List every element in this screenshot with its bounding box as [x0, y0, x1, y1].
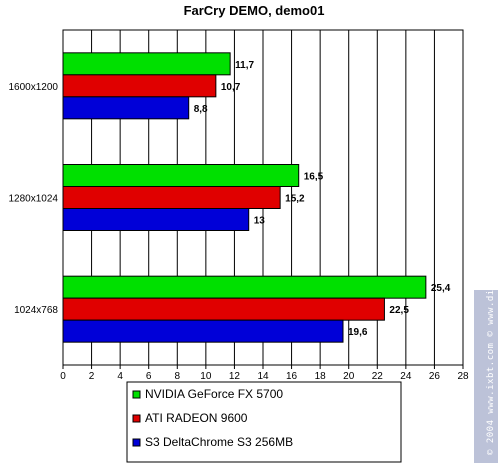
x-tick-label: 28	[457, 371, 469, 382]
bar-value-label: 15,2	[285, 194, 305, 205]
watermark-text: © 2004 www.ixbt.com © www.digit-life.com	[486, 218, 496, 455]
bar	[62, 208, 250, 231]
bar	[62, 74, 217, 98]
x-tick-label: 14	[257, 371, 269, 382]
bar	[62, 52, 231, 76]
bar	[62, 186, 281, 209]
bar	[62, 297, 385, 321]
bar-value-label: 22,5	[389, 305, 409, 316]
legend-label: S3 DeltaChrome S3 256MB	[145, 435, 293, 449]
bar-value-label: 19,6	[348, 327, 368, 338]
bar-value-label: 8,8	[194, 104, 208, 115]
bar-value-label: 13	[254, 216, 266, 227]
bar-value-label: 10,7	[221, 82, 241, 93]
bars-group	[62, 52, 427, 343]
x-tick-label: 20	[343, 371, 355, 382]
category-label: 1600x1200	[9, 82, 59, 93]
legend-label: NVIDIA GeForce FX 5700	[145, 387, 283, 401]
x-axis-ticks-group: 0 2 4 6 8 10 12 14 16 18 20 22 24 26 28	[60, 365, 469, 382]
legend-label: ATI RADEON 9600	[145, 411, 248, 425]
x-tick-label: 6	[146, 371, 152, 382]
x-tick-label: 8	[175, 371, 181, 382]
legend-box	[126, 381, 402, 463]
category-labels-group: 1600x1200 1280x1024 1024x768	[9, 82, 59, 316]
category-label: 1280x1024	[9, 194, 59, 205]
bar	[62, 275, 427, 299]
bar-value-label: 25,4	[431, 283, 451, 294]
bar-value-label: 11,7	[235, 60, 254, 71]
bar	[62, 96, 190, 120]
bar	[62, 164, 300, 187]
x-tick-label: 22	[372, 371, 384, 382]
x-tick-label: 16	[286, 371, 298, 382]
x-tick-label: 26	[429, 371, 441, 382]
chart-title: FarCry DEMO, demo01	[184, 3, 325, 18]
x-tick-label: 2	[89, 371, 95, 382]
legend: NVIDIA GeForce FX 5700 ATI RADEON 9600 S3 …	[126, 381, 402, 463]
x-tick-label: 0	[60, 371, 66, 382]
x-tick-label: 18	[315, 371, 327, 382]
legend-swatch	[132, 390, 141, 399]
category-label: 1024x768	[14, 305, 58, 316]
data-labels-group: 11,7 10,7 8,8 16,5 15,2 13 25,4 22,5 19,6	[194, 60, 451, 338]
legend-swatch	[132, 438, 141, 447]
watermark-strip	[474, 290, 498, 463]
x-tick-label: 10	[200, 371, 212, 382]
legend-swatch	[132, 414, 141, 423]
x-tick-label: 4	[117, 371, 123, 382]
bar-value-label: 16,5	[304, 172, 324, 183]
x-tick-label: 12	[229, 371, 241, 382]
bar	[62, 319, 344, 343]
x-tick-label: 24	[400, 371, 412, 382]
